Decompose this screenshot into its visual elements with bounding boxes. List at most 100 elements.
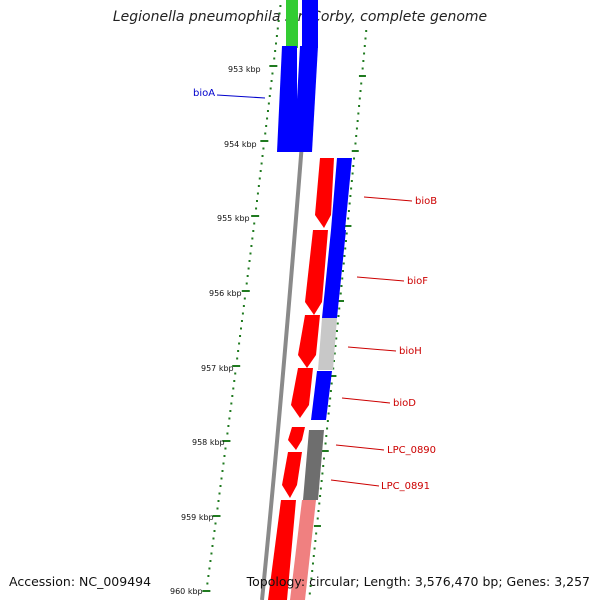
gc-tick: [338, 307, 341, 310]
ruler-tick: [232, 365, 241, 367]
ruler-tick: [247, 267, 250, 270]
gc-tick: [316, 517, 319, 520]
ruler-tick: [236, 357, 239, 360]
gc-tick: [311, 570, 314, 572]
ruler-label: 960 kbp: [170, 587, 203, 596]
gene-LPC_0891[interactable]: [282, 452, 302, 498]
ruler-tick: [227, 425, 230, 427]
tick-marks: [202, 5, 282, 592]
gene-bioH-feature[interactable]: [298, 315, 320, 368]
gc-tick: [315, 532, 318, 535]
ruler-tick: [269, 65, 278, 67]
label-line-LPC_0891: [330, 479, 380, 487]
gc-tick: [321, 450, 329, 452]
gene-bioA-feature[interactable]: [277, 46, 297, 152]
gene-bioB-cog[interactable]: [331, 158, 352, 230]
ruler-tick: [240, 327, 243, 330]
gene-bioB[interactable]: [315, 158, 352, 230]
ruler-tick: [212, 515, 221, 517]
gene-bioD-cog[interactable]: [311, 371, 332, 420]
gc-tick: [340, 285, 343, 287]
gc-tick: [344, 247, 347, 250]
accession-text: Accession: NC_009494: [9, 574, 152, 589]
gene-LPC_0890[interactable]: [288, 427, 324, 500]
gene-segment-blue[interactable]: [302, 0, 318, 48]
gc-tick: [335, 330, 338, 332]
ruler-tick: [216, 507, 219, 510]
gc-tick: [325, 435, 328, 437]
gene-bioD[interactable]: [291, 368, 332, 420]
ruler-tick: [239, 335, 242, 337]
gene-bioH-cog[interactable]: [318, 318, 337, 370]
gene-bioA-cog[interactable]: [294, 46, 318, 152]
gc-tick: [345, 232, 348, 235]
gene-LPC_0890-cog[interactable]: [303, 430, 324, 500]
ruler-label: 958 kbp: [192, 438, 225, 447]
gc-tick: [354, 142, 357, 145]
label-line-bioA: [216, 94, 266, 99]
gc-tick: [312, 555, 315, 557]
gene-segment-green[interactable]: [286, 0, 298, 48]
ruler-tick: [243, 297, 246, 300]
gc-tick: [326, 420, 329, 422]
ruler-tick: [211, 545, 214, 547]
gc-tick: [362, 60, 365, 62]
ruler-tick: [251, 237, 254, 240]
gene-label-bioD[interactable]: bioD: [393, 398, 416, 409]
gc-tick: [327, 412, 330, 415]
gene-label-LPC_0890[interactable]: LPC_0890: [387, 445, 436, 456]
gene-label-bioA[interactable]: bioA: [193, 88, 215, 99]
gene-segment-red[interactable]: [268, 500, 296, 600]
gc-tick: [328, 405, 331, 407]
gene-bioD-feature[interactable]: [291, 368, 313, 418]
ruler-tick: [260, 162, 263, 165]
gene-label-bioH[interactable]: bioH: [399, 346, 422, 357]
ruler-tick: [262, 147, 265, 150]
gc-tick: [322, 465, 325, 467]
gc-tick: [341, 270, 344, 272]
gc-tick: [342, 262, 345, 265]
gene-LPC_0891-feature[interactable]: [282, 452, 302, 498]
gc-tick: [350, 187, 353, 190]
gene-bioF-cog[interactable]: [322, 230, 346, 318]
ruler-label: 959 kbp: [181, 513, 214, 522]
label-line-bioD: [341, 397, 391, 404]
gene-label-bioF[interactable]: bioF: [407, 276, 428, 287]
gc-tick: [321, 472, 324, 475]
gc-tick: [352, 165, 355, 167]
gc-tick: [319, 487, 322, 490]
gene-bioH[interactable]: [298, 315, 337, 370]
ruler-tick: [212, 537, 215, 540]
ruler-tick: [228, 417, 231, 420]
ruler-tick: [256, 192, 259, 195]
gene-label-bioB[interactable]: bioB: [415, 196, 437, 207]
ruler-tick: [266, 110, 269, 112]
ruler-tick: [270, 80, 273, 82]
gc-tick: [351, 150, 359, 152]
gc-tick: [353, 157, 356, 160]
ruler-tick: [246, 275, 249, 277]
ruler-tick: [251, 215, 260, 217]
ruler-tick: [223, 455, 226, 457]
gene-LPC_0890-feature[interactable]: [288, 427, 305, 450]
gc-tick: [319, 495, 322, 497]
ruler-tick: [274, 50, 277, 52]
gc-tick: [358, 75, 366, 77]
gc-tick: [337, 300, 344, 302]
gene-bioF-feature[interactable]: [305, 230, 328, 315]
gene-bioA[interactable]: [277, 46, 318, 152]
gc-tick: [317, 510, 320, 512]
gene-label-LPC_0891[interactable]: LPC_0891: [381, 481, 430, 492]
gene-bioF[interactable]: [305, 230, 346, 318]
gene-bioB-feature[interactable]: [315, 158, 334, 228]
gc-tick: [320, 480, 323, 482]
gc-tick: [356, 120, 359, 122]
gc-tick: [344, 240, 347, 242]
gc-tick: [322, 457, 325, 460]
ruler-tick: [224, 447, 227, 450]
gc-tick: [318, 502, 321, 505]
ruler-tick: [232, 387, 235, 390]
gene-segment-pink[interactable]: [290, 500, 316, 600]
gc-tick: [326, 427, 329, 430]
genome-summary-text: Topology: circular; Length: 3,576,470 bp…: [246, 574, 590, 589]
